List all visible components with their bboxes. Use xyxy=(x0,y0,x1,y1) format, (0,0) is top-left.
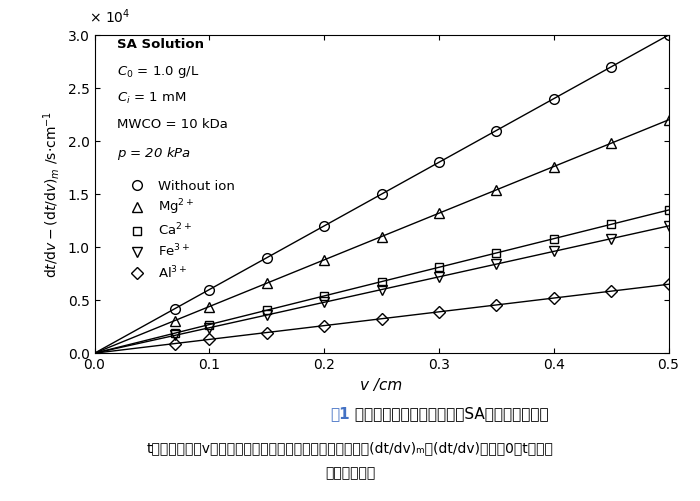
Y-axis label: $\mathrm{d}t/\mathrm{d}v - (\mathrm{d}t/\mathrm{d}v)_m\ /\mathrm{s{\cdot}cm^{-1}: $\mathrm{d}t/\mathrm{d}v - (\mathrm{d}t/… xyxy=(41,111,62,278)
Text: 滤速率的倒数: 滤速率的倒数 xyxy=(325,466,375,480)
Legend: Without ion, Mg$^{2+}$, Ca$^{2+}$, Fe$^{3+}$, Al$^{3+}$: Without ion, Mg$^{2+}$, Ca$^{2+}$, Fe$^{… xyxy=(124,180,235,281)
Text: $p$ = 20 kPa: $p$ = 20 kPa xyxy=(118,145,191,162)
Text: $C_i$ = 1 mM: $C_i$ = 1 mM xyxy=(118,91,187,106)
Text: 有、无高价金属离子作用时SA溢液的超滤行为: 有、无高价金属离子作用时SA溢液的超滤行为 xyxy=(350,406,549,421)
Text: 图1: 图1 xyxy=(330,406,350,421)
Text: $\times\ 10^4$: $\times\ 10^4$ xyxy=(89,7,130,26)
Text: SA Solution: SA Solution xyxy=(118,38,204,51)
Text: $C_0$ = 1.0 g/L: $C_0$ = 1.0 g/L xyxy=(118,64,200,80)
Text: MWCO = 10 kDa: MWCO = 10 kDa xyxy=(118,118,228,131)
X-axis label: v /cm: v /cm xyxy=(360,378,402,393)
Text: t为过滤时间，v为单位有效膜面积上滤出的累积滤液体积，(dt/dv)ₘ、(dt/dv)分别为0、t时刻过: t为过滤时间，v为单位有效膜面积上滤出的累积滤液体积，(dt/dv)ₘ、(dt/… xyxy=(146,441,554,455)
